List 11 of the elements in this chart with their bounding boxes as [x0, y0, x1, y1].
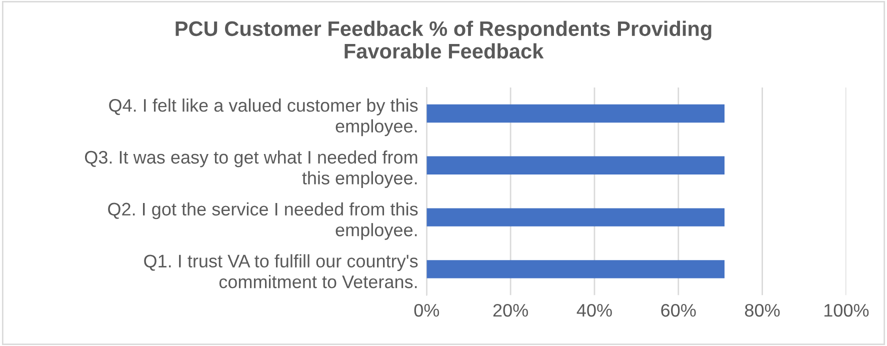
chart-title: PCU Customer Feedback % of Respondents Providing Favorable Feedback — [176, 20, 712, 59]
x-tick-label: 40% — [576, 304, 612, 317]
x-tick-label: 60% — [661, 304, 696, 317]
y-tick-label: Q1. I trust VA to fulfill our country's commitment to Veterans. — [144, 254, 418, 288]
y-tick-label: Q3. It was easy to get what I needed from this employee. — [84, 150, 418, 188]
y-tick-label: Q4. I felt like a valued customer by this employee. — [109, 98, 418, 136]
x-tick-label: 100% — [824, 304, 869, 317]
x-tick-label: 20% — [493, 304, 528, 317]
y-tick-label: Q2. I got the service I needed from this employee. — [108, 202, 418, 240]
x-tick-label: 80% — [745, 304, 780, 317]
x-tick-label: 0% — [414, 304, 440, 317]
